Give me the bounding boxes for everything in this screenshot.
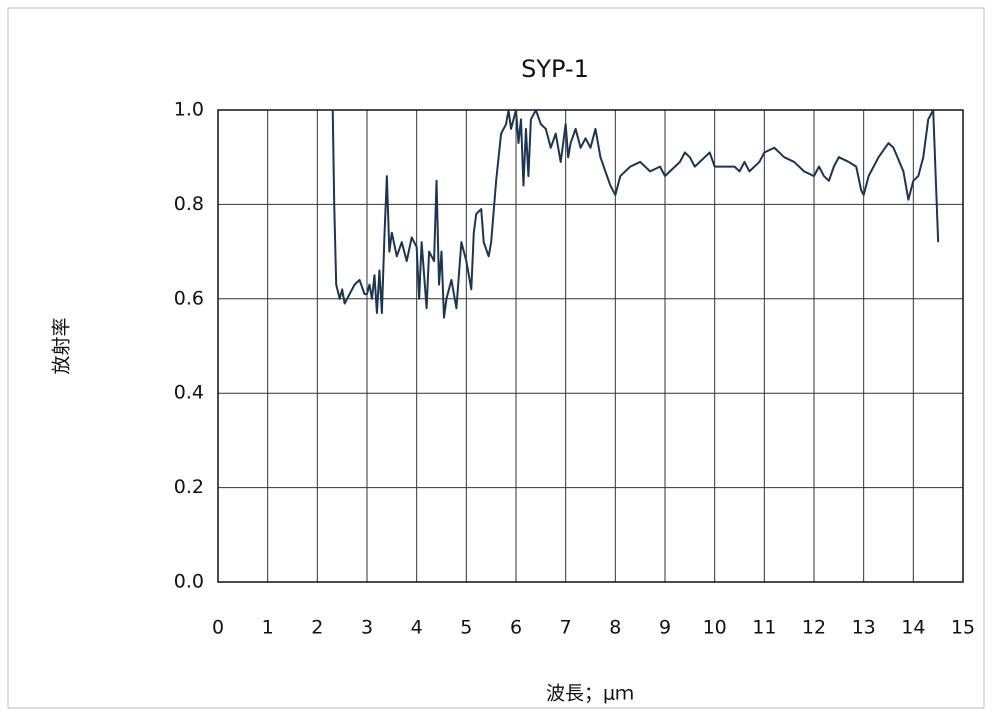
y-axis-label: 放射率 <box>51 317 73 374</box>
x-tick-label: 13 <box>852 617 876 639</box>
x-tick-label: 10 <box>703 617 727 639</box>
y-tick-label: 0.6 <box>174 287 204 309</box>
x-tick-label: 2 <box>311 617 323 639</box>
chart-frame <box>7 7 985 709</box>
x-tick-label: 5 <box>460 617 472 639</box>
y-tick-label: 1.0 <box>174 99 204 121</box>
y-tick-label: 0.0 <box>174 571 204 593</box>
x-tick-label: 4 <box>411 617 423 639</box>
x-tick-label: 15 <box>951 617 975 639</box>
x-tick-label: 1 <box>262 617 274 639</box>
x-tick-label: 14 <box>901 617 925 639</box>
x-tick-label: 11 <box>752 617 776 639</box>
x-tick-label: 6 <box>510 617 522 639</box>
plot-area <box>217 109 964 583</box>
x-tick-label: 9 <box>659 617 671 639</box>
x-tick-label: 12 <box>802 617 826 639</box>
x-tick-label: 0 <box>212 617 224 639</box>
line-series <box>331 109 940 319</box>
x-axis-label: 波長；μｍ <box>546 683 634 705</box>
y-tick-label: 0.4 <box>174 382 204 404</box>
x-tick-label: 3 <box>361 617 373 639</box>
y-tick-label: 0.2 <box>174 476 204 498</box>
y-tick-label: 0.8 <box>174 193 204 215</box>
chart-title: SYP-1 <box>521 55 589 83</box>
x-tick-label: 7 <box>560 617 572 639</box>
x-tick-label: 8 <box>609 617 621 639</box>
